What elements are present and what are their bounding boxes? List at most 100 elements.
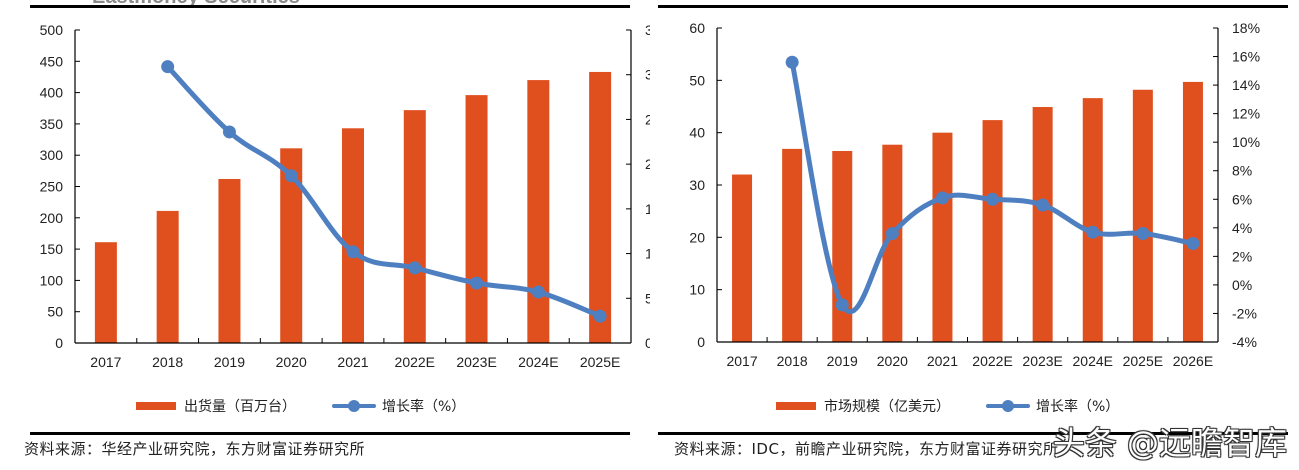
right-tick-label: 16% xyxy=(1232,49,1260,65)
bottom-rule xyxy=(30,432,630,435)
growth-rate-line xyxy=(789,59,1196,315)
shipments-chart: 0 50 100 150 200 250 300 350 400 450 500 0% 5% 10% 15%… xyxy=(40,22,650,370)
growth-point-2018 xyxy=(785,55,799,69)
bar-2022E xyxy=(403,110,426,344)
bar-2021 xyxy=(342,128,364,343)
bar-2017 xyxy=(732,174,753,342)
left-tick-label: 40 xyxy=(689,125,705,141)
growth-point-2026E xyxy=(1186,237,1200,251)
growth-point-2025E xyxy=(1136,227,1150,241)
right-tick-label: -4% xyxy=(1232,334,1257,350)
right-tick-label: 0% xyxy=(645,335,650,351)
left-tick-label: 200 xyxy=(40,210,64,226)
right-tick-label: -2% xyxy=(1232,305,1257,321)
x-tick-label: 2022E xyxy=(972,353,1012,369)
growth-point-2021 xyxy=(935,191,949,205)
left-tick-label: 450 xyxy=(40,53,64,69)
growth-point-2025E xyxy=(593,309,607,323)
source-note: 资料来源：IDC，前瞻产业研究院，东方财富证券研究所 xyxy=(674,440,1059,458)
bar-2020 xyxy=(280,148,303,343)
x-tick-label: 2024E xyxy=(1073,353,1113,369)
right-tick-label: 5% xyxy=(645,290,650,306)
x-tick-label: 2018 xyxy=(777,353,808,369)
growth-point-2023E xyxy=(1036,198,1050,212)
legend-line-swatch xyxy=(332,399,376,413)
legend: 出货量（百万台） 增长率（%） xyxy=(136,396,465,416)
legend: 市场规模（亿美元） 增长率（%） xyxy=(776,396,1119,416)
right-tick-label: 30% xyxy=(645,67,650,83)
right-tick-label: 12% xyxy=(1232,106,1260,122)
left-tick-label: 500 xyxy=(40,22,64,38)
x-tick-label: 2023E xyxy=(456,354,496,370)
bar-2024E xyxy=(1082,98,1103,342)
right-tick-label: 18% xyxy=(1232,20,1260,36)
bar-2026E xyxy=(1182,81,1203,343)
legend-line-swatch xyxy=(986,399,1030,413)
growth-point-2022E xyxy=(408,261,422,275)
legend-label-line: 增长率（%） xyxy=(1036,399,1120,415)
x-tick-label: 2026E xyxy=(1173,353,1213,369)
bar-2019 xyxy=(218,178,241,343)
left-tick-label: 250 xyxy=(40,179,64,195)
x-tick-label: 2024E xyxy=(518,354,558,370)
right-tick-label: 6% xyxy=(1232,191,1252,207)
x-tick-label: 2021 xyxy=(927,353,958,369)
x-tick-label: 2025E xyxy=(1123,353,1163,369)
right-tick-label: 10% xyxy=(1232,134,1260,150)
growth-point-2019 xyxy=(222,125,236,139)
bar-2022E xyxy=(982,120,1003,343)
watermark: 头条 @远瞻智库 xyxy=(1052,424,1287,462)
right-chart-panel: 0 10 20 30 40 50 60 -4% -2% 0% 2% 4% 6% 8% 10% 12% 14% 16… xyxy=(650,0,1299,470)
bar-2021 xyxy=(932,132,953,342)
legend-label-bar: 出货量（百万台） xyxy=(184,399,296,415)
bar-2025E xyxy=(589,71,612,343)
right-tick-label: 10% xyxy=(645,246,650,262)
growth-point-2021 xyxy=(346,245,360,259)
x-tick-label: 2017 xyxy=(726,353,757,369)
left-tick-label: 50 xyxy=(689,72,705,88)
legend-bar-swatch xyxy=(136,402,176,410)
left-tick-label: 50 xyxy=(47,304,63,320)
bar-2018 xyxy=(156,210,179,343)
growth-point-2019 xyxy=(835,298,849,312)
partial-title: Eastmoney Securities xyxy=(92,0,300,9)
left-tick-label: 30 xyxy=(689,177,705,193)
growth-point-2024E xyxy=(1086,225,1100,239)
left-tick-label: 60 xyxy=(689,20,705,36)
x-tick-label: 2020 xyxy=(276,354,307,370)
right-tick-label: 20% xyxy=(645,156,650,172)
x-tick-label: 2019 xyxy=(214,354,245,370)
right-tick-label: 35% xyxy=(645,22,650,38)
left-tick-label: 0 xyxy=(55,335,63,351)
x-tick-label: 2019 xyxy=(827,353,858,369)
right-tick-label: 4% xyxy=(1232,220,1252,236)
right-tick-label: 15% xyxy=(645,201,650,217)
bar-2023E xyxy=(465,95,488,343)
growth-point-2020 xyxy=(885,227,899,241)
right-tick-label: 25% xyxy=(645,111,650,127)
bar-2024E xyxy=(527,80,550,343)
legend-label-line: 增长率（%） xyxy=(382,399,466,415)
left-tick-label: 300 xyxy=(40,147,64,163)
growth-point-2023E xyxy=(470,276,484,290)
left-tick-label: 400 xyxy=(40,85,64,101)
left-tick-label: 350 xyxy=(40,116,64,132)
x-tick-label: 2018 xyxy=(152,354,183,370)
left-tick-label: 20 xyxy=(689,229,705,245)
top-rule xyxy=(30,5,630,8)
bar-2025E xyxy=(1132,89,1153,343)
right-tick-label: 8% xyxy=(1232,163,1252,179)
x-tick-label: 2025E xyxy=(580,354,620,370)
left-tick-label: 0 xyxy=(697,334,705,350)
right-tick-label: 14% xyxy=(1232,77,1260,93)
market-size-chart: 0 10 20 30 40 50 60 -4% -2% 0% 2% 4% 6% 8% 10% 12% 14% 16… xyxy=(689,20,1260,369)
top-rule xyxy=(658,5,1288,8)
right-tick-label: 0% xyxy=(1232,277,1252,293)
legend-label-bar: 市场规模（亿美元） xyxy=(824,399,950,415)
left-tick-label: 150 xyxy=(40,241,64,257)
x-tick-label: 2017 xyxy=(90,354,121,370)
x-tick-label: 2023E xyxy=(1022,353,1062,369)
growth-point-2024E xyxy=(531,285,545,299)
right-tick-label: 2% xyxy=(1232,248,1252,264)
growth-point-2020 xyxy=(284,169,298,183)
